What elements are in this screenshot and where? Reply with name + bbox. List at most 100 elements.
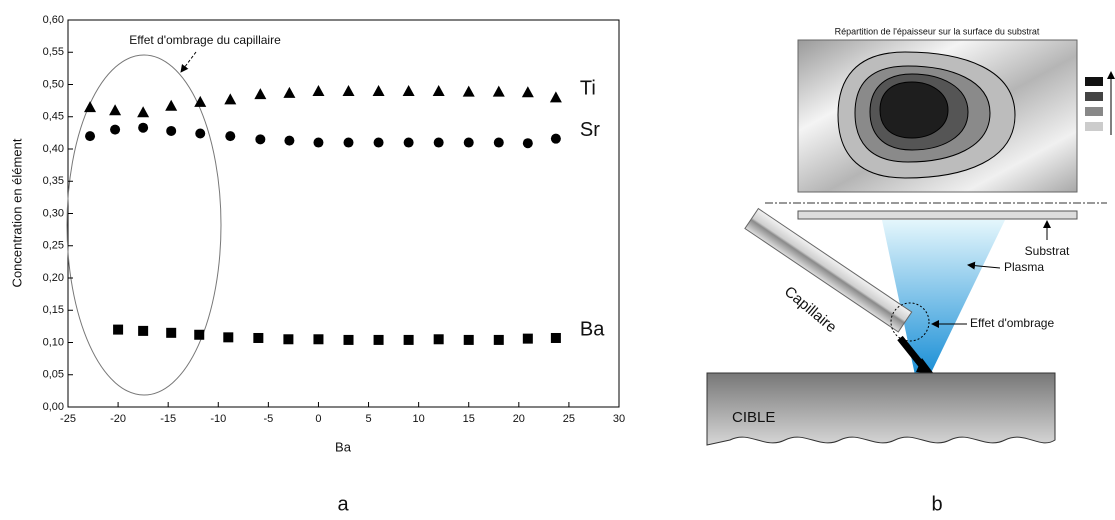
annotation: Effet d'ombrage du capillaire xyxy=(129,33,281,47)
point xyxy=(549,91,562,103)
point xyxy=(403,334,414,345)
point xyxy=(113,324,124,335)
point xyxy=(166,125,177,136)
point xyxy=(342,84,355,96)
x-tick-label: 20 xyxy=(513,413,525,425)
plasma-label: Plasma xyxy=(1004,260,1044,274)
y-tick-label: 0,30 xyxy=(43,207,64,219)
y-axis-label: Concentration en élément xyxy=(9,138,24,287)
point xyxy=(223,332,234,343)
point xyxy=(493,334,504,345)
point xyxy=(166,327,177,338)
point xyxy=(194,329,205,340)
x-tick-label: 0 xyxy=(315,413,321,425)
point xyxy=(343,334,354,345)
point xyxy=(550,332,561,343)
x-tick-label: -15 xyxy=(160,413,176,425)
point xyxy=(403,137,414,148)
point xyxy=(550,133,561,144)
shadow-label: Effet d'ombrage xyxy=(970,316,1054,330)
point xyxy=(110,124,121,135)
point xyxy=(522,138,533,149)
y-tick-label: 0,05 xyxy=(43,369,64,381)
x-tick-label: -25 xyxy=(60,413,76,425)
point xyxy=(313,137,324,148)
point xyxy=(85,131,96,142)
legend-swatch xyxy=(1085,107,1103,116)
point xyxy=(343,137,354,148)
series-label: Ti xyxy=(580,78,596,100)
legend-swatch xyxy=(1085,122,1103,131)
point xyxy=(137,106,150,118)
substrate xyxy=(797,210,1078,220)
point xyxy=(195,128,206,139)
y-tick-label: 0,55 xyxy=(43,46,64,58)
point xyxy=(255,134,266,145)
legend-swatch xyxy=(1085,92,1103,101)
x-tick-label: 10 xyxy=(413,413,425,425)
chart-a: Effet d'ombrage du capillaire Ba Concent… xyxy=(9,14,625,515)
series-label: Ba xyxy=(580,318,605,340)
point xyxy=(433,137,444,148)
x-tick-label: 30 xyxy=(613,413,625,425)
diagram-b: Répartition de l'épaisseur sur la surfac… xyxy=(706,26,1115,515)
shadow-circle xyxy=(890,302,930,342)
y-tick-label: 0,35 xyxy=(43,175,64,187)
x-axis-label: Ba xyxy=(335,439,352,454)
shadow-arrowhead xyxy=(916,358,934,374)
point xyxy=(224,93,237,105)
point xyxy=(84,101,97,113)
point xyxy=(254,88,267,100)
panel-label: b xyxy=(931,493,942,515)
x-tick-label: 5 xyxy=(365,413,371,425)
x-tick-label: -20 xyxy=(110,413,126,425)
y-tick-label: 0,40 xyxy=(43,143,64,155)
point xyxy=(463,334,474,345)
point xyxy=(522,333,533,344)
point xyxy=(521,86,534,98)
y-tick-label: 0,50 xyxy=(43,78,64,90)
point xyxy=(225,131,236,142)
point xyxy=(432,84,445,96)
point xyxy=(433,334,444,345)
legend-swatch xyxy=(1085,77,1103,86)
target-label: CIBLE xyxy=(732,409,775,426)
target xyxy=(706,372,1056,446)
panel-label: a xyxy=(337,493,349,515)
plot-frame xyxy=(67,19,620,408)
point xyxy=(373,334,384,345)
point xyxy=(373,137,384,148)
plasma-arrow xyxy=(967,261,1001,270)
x-tick-label: 25 xyxy=(563,413,575,425)
point xyxy=(109,104,122,116)
point xyxy=(462,85,475,97)
point xyxy=(165,99,178,111)
point xyxy=(283,334,294,345)
point xyxy=(313,334,324,345)
x-tick-label: -5 xyxy=(263,413,273,425)
capillary-label: Capillaire xyxy=(781,283,840,336)
point xyxy=(312,84,325,96)
y-tick-label: 0,60 xyxy=(43,14,64,26)
point xyxy=(402,84,415,96)
point xyxy=(493,137,504,148)
point xyxy=(283,86,296,98)
y-tick-label: 0,00 xyxy=(43,401,64,413)
y-tick-label: 0,20 xyxy=(43,272,64,284)
series-label: Sr xyxy=(580,119,600,141)
y-tick-label: 0,45 xyxy=(43,111,64,123)
x-tick-label: 15 xyxy=(463,413,475,425)
point xyxy=(138,122,149,133)
plasma xyxy=(882,220,1005,375)
point xyxy=(253,332,264,343)
capillary xyxy=(744,207,913,333)
point xyxy=(372,84,385,96)
substrate-label: Substrat xyxy=(1025,244,1070,258)
y-tick-label: 0,10 xyxy=(43,336,64,348)
point xyxy=(284,135,295,146)
y-tick-label: 0,15 xyxy=(43,304,64,316)
map-title: Répartition de l'épaisseur sur la surfac… xyxy=(835,26,1040,36)
point xyxy=(463,137,474,148)
contour xyxy=(879,81,949,139)
